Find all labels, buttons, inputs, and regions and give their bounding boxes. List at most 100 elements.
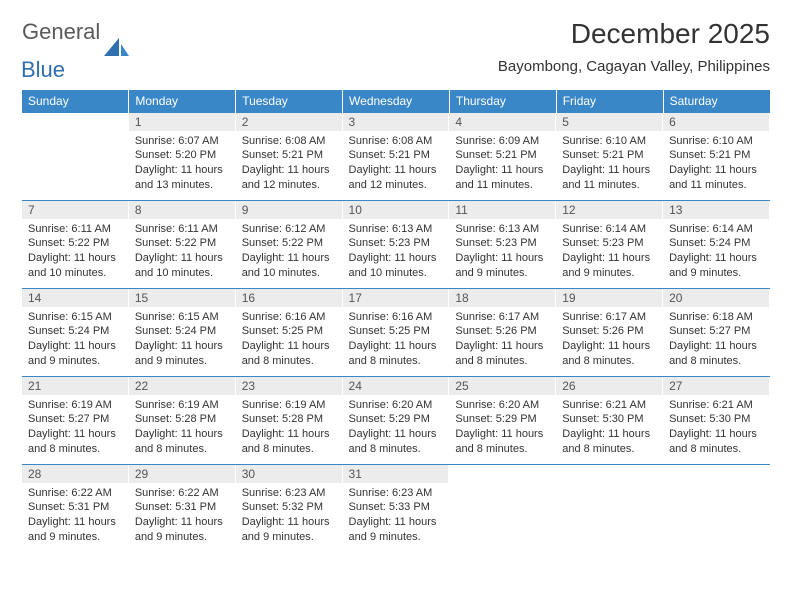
day-details: Sunrise: 6:14 AMSunset: 5:23 PMDaylight:… — [556, 219, 663, 285]
day-number: 18 — [449, 289, 556, 307]
location-subtitle: Bayombong, Cagayan Valley, Philippines — [498, 58, 770, 75]
calendar-day-cell: 29Sunrise: 6:22 AMSunset: 5:31 PMDayligh… — [129, 464, 236, 552]
day-details: Sunrise: 6:09 AMSunset: 5:21 PMDaylight:… — [449, 131, 556, 197]
weekday-header: Saturday — [663, 90, 770, 113]
day-number: 21 — [22, 377, 129, 395]
day-number: 7 — [22, 201, 129, 219]
day-details: Sunrise: 6:10 AMSunset: 5:21 PMDaylight:… — [556, 131, 663, 197]
day-number: 9 — [236, 201, 343, 219]
day-number: 11 — [449, 201, 556, 219]
calendar-table: SundayMondayTuesdayWednesdayThursdayFrid… — [22, 90, 770, 553]
day-details: Sunrise: 6:15 AMSunset: 5:24 PMDaylight:… — [129, 307, 236, 373]
calendar-day-cell: 27Sunrise: 6:21 AMSunset: 5:30 PMDayligh… — [663, 376, 770, 464]
day-details: Sunrise: 6:17 AMSunset: 5:26 PMDaylight:… — [449, 307, 556, 373]
calendar-day-cell: 17Sunrise: 6:16 AMSunset: 5:25 PMDayligh… — [343, 288, 450, 376]
calendar-day-cell: 28Sunrise: 6:22 AMSunset: 5:31 PMDayligh… — [22, 464, 129, 552]
calendar-day-cell — [449, 464, 556, 552]
weekday-header: Wednesday — [343, 90, 450, 113]
day-details: Sunrise: 6:19 AMSunset: 5:28 PMDaylight:… — [129, 395, 236, 461]
day-details: Sunrise: 6:20 AMSunset: 5:29 PMDaylight:… — [343, 395, 450, 461]
calendar-day-cell: 1Sunrise: 6:07 AMSunset: 5:20 PMDaylight… — [129, 112, 236, 200]
calendar-day-cell: 5Sunrise: 6:10 AMSunset: 5:21 PMDaylight… — [556, 112, 663, 200]
day-number: 15 — [129, 289, 236, 307]
calendar-day-cell — [556, 464, 663, 552]
calendar-day-cell: 23Sunrise: 6:19 AMSunset: 5:28 PMDayligh… — [236, 376, 343, 464]
weekday-header: Sunday — [22, 90, 129, 113]
day-details: Sunrise: 6:20 AMSunset: 5:29 PMDaylight:… — [449, 395, 556, 461]
month-title: December 2025 — [498, 18, 770, 50]
day-number: 16 — [236, 289, 343, 307]
calendar-week-row: 28Sunrise: 6:22 AMSunset: 5:31 PMDayligh… — [22, 464, 770, 552]
day-details: Sunrise: 6:16 AMSunset: 5:25 PMDaylight:… — [236, 307, 343, 373]
calendar-page: General Blue December 2025 Bayombong, Ca… — [0, 0, 792, 562]
weekday-header: Tuesday — [236, 90, 343, 113]
day-number: 19 — [556, 289, 663, 307]
day-number — [663, 465, 770, 483]
calendar-day-cell: 7Sunrise: 6:11 AMSunset: 5:22 PMDaylight… — [22, 200, 129, 288]
day-number: 13 — [663, 201, 770, 219]
day-number: 10 — [343, 201, 450, 219]
day-number: 29 — [129, 465, 236, 483]
calendar-day-cell: 10Sunrise: 6:13 AMSunset: 5:23 PMDayligh… — [343, 200, 450, 288]
day-number: 31 — [343, 465, 450, 483]
day-number: 3 — [343, 113, 450, 131]
calendar-body: 1Sunrise: 6:07 AMSunset: 5:20 PMDaylight… — [22, 112, 770, 552]
calendar-week-row: 14Sunrise: 6:15 AMSunset: 5:24 PMDayligh… — [22, 288, 770, 376]
calendar-day-cell: 9Sunrise: 6:12 AMSunset: 5:22 PMDaylight… — [236, 200, 343, 288]
day-number: 6 — [663, 113, 770, 131]
day-details: Sunrise: 6:11 AMSunset: 5:22 PMDaylight:… — [129, 219, 236, 285]
calendar-header-row: SundayMondayTuesdayWednesdayThursdayFrid… — [22, 90, 770, 113]
day-number: 4 — [449, 113, 556, 131]
logo-word-1: General — [22, 22, 100, 42]
day-number: 1 — [129, 113, 236, 131]
calendar-day-cell: 18Sunrise: 6:17 AMSunset: 5:26 PMDayligh… — [449, 288, 556, 376]
day-details: Sunrise: 6:08 AMSunset: 5:21 PMDaylight:… — [236, 131, 343, 197]
title-block: December 2025 Bayombong, Cagayan Valley,… — [498, 18, 770, 75]
day-details: Sunrise: 6:07 AMSunset: 5:20 PMDaylight:… — [129, 131, 236, 197]
day-number: 2 — [236, 113, 343, 131]
calendar-day-cell: 8Sunrise: 6:11 AMSunset: 5:22 PMDaylight… — [129, 200, 236, 288]
day-number: 17 — [343, 289, 450, 307]
day-details: Sunrise: 6:17 AMSunset: 5:26 PMDaylight:… — [556, 307, 663, 373]
day-details: Sunrise: 6:13 AMSunset: 5:23 PMDaylight:… — [343, 219, 450, 285]
logo-word-2: Blue — [21, 60, 100, 80]
calendar-day-cell: 16Sunrise: 6:16 AMSunset: 5:25 PMDayligh… — [236, 288, 343, 376]
logo: General Blue — [22, 22, 130, 80]
day-number: 24 — [343, 377, 450, 395]
day-details: Sunrise: 6:12 AMSunset: 5:22 PMDaylight:… — [236, 219, 343, 285]
calendar-day-cell — [663, 464, 770, 552]
day-details: Sunrise: 6:19 AMSunset: 5:27 PMDaylight:… — [22, 395, 129, 461]
calendar-week-row: 7Sunrise: 6:11 AMSunset: 5:22 PMDaylight… — [22, 200, 770, 288]
calendar-day-cell: 19Sunrise: 6:17 AMSunset: 5:26 PMDayligh… — [556, 288, 663, 376]
day-number: 20 — [663, 289, 770, 307]
day-details: Sunrise: 6:22 AMSunset: 5:31 PMDaylight:… — [22, 483, 129, 549]
day-number: 30 — [236, 465, 343, 483]
calendar-day-cell: 11Sunrise: 6:13 AMSunset: 5:23 PMDayligh… — [449, 200, 556, 288]
calendar-day-cell — [22, 112, 129, 200]
calendar-week-row: 21Sunrise: 6:19 AMSunset: 5:27 PMDayligh… — [22, 376, 770, 464]
day-number — [22, 113, 129, 131]
day-details: Sunrise: 6:19 AMSunset: 5:28 PMDaylight:… — [236, 395, 343, 461]
logo-sail-icon — [104, 38, 130, 65]
calendar-day-cell: 31Sunrise: 6:23 AMSunset: 5:33 PMDayligh… — [343, 464, 450, 552]
day-number: 14 — [22, 289, 129, 307]
logo-text: General Blue — [22, 22, 100, 80]
day-number: 12 — [556, 201, 663, 219]
calendar-day-cell: 12Sunrise: 6:14 AMSunset: 5:23 PMDayligh… — [556, 200, 663, 288]
calendar-day-cell: 26Sunrise: 6:21 AMSunset: 5:30 PMDayligh… — [556, 376, 663, 464]
calendar-day-cell: 14Sunrise: 6:15 AMSunset: 5:24 PMDayligh… — [22, 288, 129, 376]
calendar-day-cell: 15Sunrise: 6:15 AMSunset: 5:24 PMDayligh… — [129, 288, 236, 376]
day-number: 8 — [129, 201, 236, 219]
day-number — [556, 465, 663, 483]
day-number: 28 — [22, 465, 129, 483]
day-number: 23 — [236, 377, 343, 395]
day-number: 26 — [556, 377, 663, 395]
day-number: 5 — [556, 113, 663, 131]
page-header: General Blue December 2025 Bayombong, Ca… — [22, 18, 770, 80]
day-details: Sunrise: 6:14 AMSunset: 5:24 PMDaylight:… — [663, 219, 770, 285]
day-details: Sunrise: 6:16 AMSunset: 5:25 PMDaylight:… — [343, 307, 450, 373]
calendar-day-cell: 13Sunrise: 6:14 AMSunset: 5:24 PMDayligh… — [663, 200, 770, 288]
calendar-day-cell: 3Sunrise: 6:08 AMSunset: 5:21 PMDaylight… — [343, 112, 450, 200]
day-details: Sunrise: 6:15 AMSunset: 5:24 PMDaylight:… — [22, 307, 129, 373]
weekday-header: Friday — [556, 90, 663, 113]
